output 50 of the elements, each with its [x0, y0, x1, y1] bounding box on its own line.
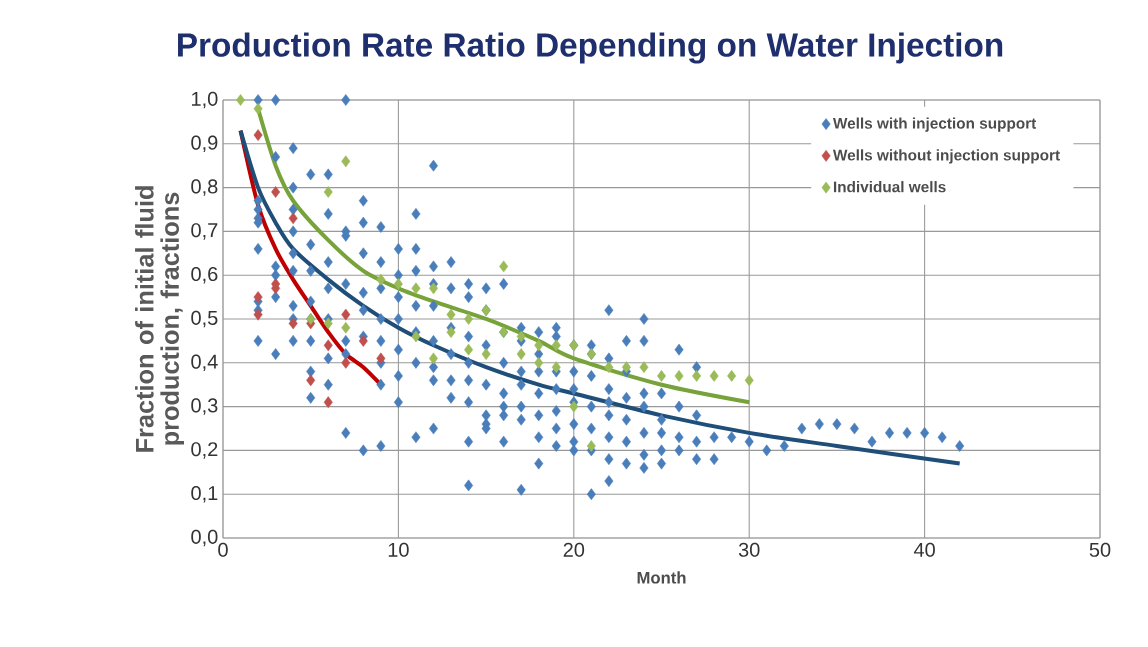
point: [253, 129, 263, 141]
y-tick-label: 0,3: [191, 398, 218, 415]
point: [516, 348, 526, 360]
point: [709, 370, 719, 382]
x-axis-title: Month: [637, 571, 686, 584]
y-tick-label: 0,2: [191, 442, 218, 459]
y-tick-label: 0,4: [191, 354, 218, 372]
point: [744, 374, 754, 387]
y-tick-label: 0,0: [191, 529, 218, 547]
point: [253, 102, 263, 115]
y-tick-label: 0,5: [191, 310, 218, 328]
x-tick-label: 10: [388, 542, 409, 557]
y-tick-label: 0,7: [191, 223, 218, 240]
legend-label: Wells with injection support: [832, 117, 1037, 132]
point: [341, 321, 351, 334]
y-tick-label: 0,6: [191, 266, 218, 284]
y-tick-label: 0,1: [191, 485, 218, 503]
legend-label: Individual wells: [833, 181, 946, 193]
point: [657, 370, 666, 382]
point: [674, 370, 684, 382]
x-tick-label: 20: [563, 542, 585, 557]
legend-label: Wells without injection support: [832, 149, 1060, 164]
x-tick-label: 50: [1089, 542, 1111, 557]
y-tick-label: 1,0: [192, 91, 218, 109]
point: [411, 282, 421, 295]
point: [499, 260, 509, 273]
point: [464, 343, 474, 356]
y-axis-title: Fraction of initial fluid production, fractions: [135, 186, 184, 452]
y-tick-label: 0,9: [191, 135, 218, 153]
x-tick-label: 30: [738, 542, 760, 557]
y-tick-label: 0,8: [191, 179, 218, 196]
point: [323, 396, 333, 409]
point: [639, 361, 649, 374]
point: [271, 186, 281, 198]
point: [253, 308, 263, 321]
point: [551, 361, 561, 374]
chart-title: Production Rate Ratio Depending on Water Injection: [178, 32, 1003, 64]
x-tick-label: 0: [218, 542, 228, 557]
point: [464, 313, 474, 325]
x-tick-label: 40: [913, 542, 935, 557]
point: [376, 352, 386, 365]
point: [446, 308, 456, 321]
point: [341, 308, 351, 321]
point: [323, 339, 333, 352]
point: [236, 94, 246, 106]
point: [727, 370, 737, 382]
point: [341, 155, 351, 168]
point: [621, 361, 631, 374]
point: [569, 400, 579, 413]
point: [323, 186, 333, 198]
